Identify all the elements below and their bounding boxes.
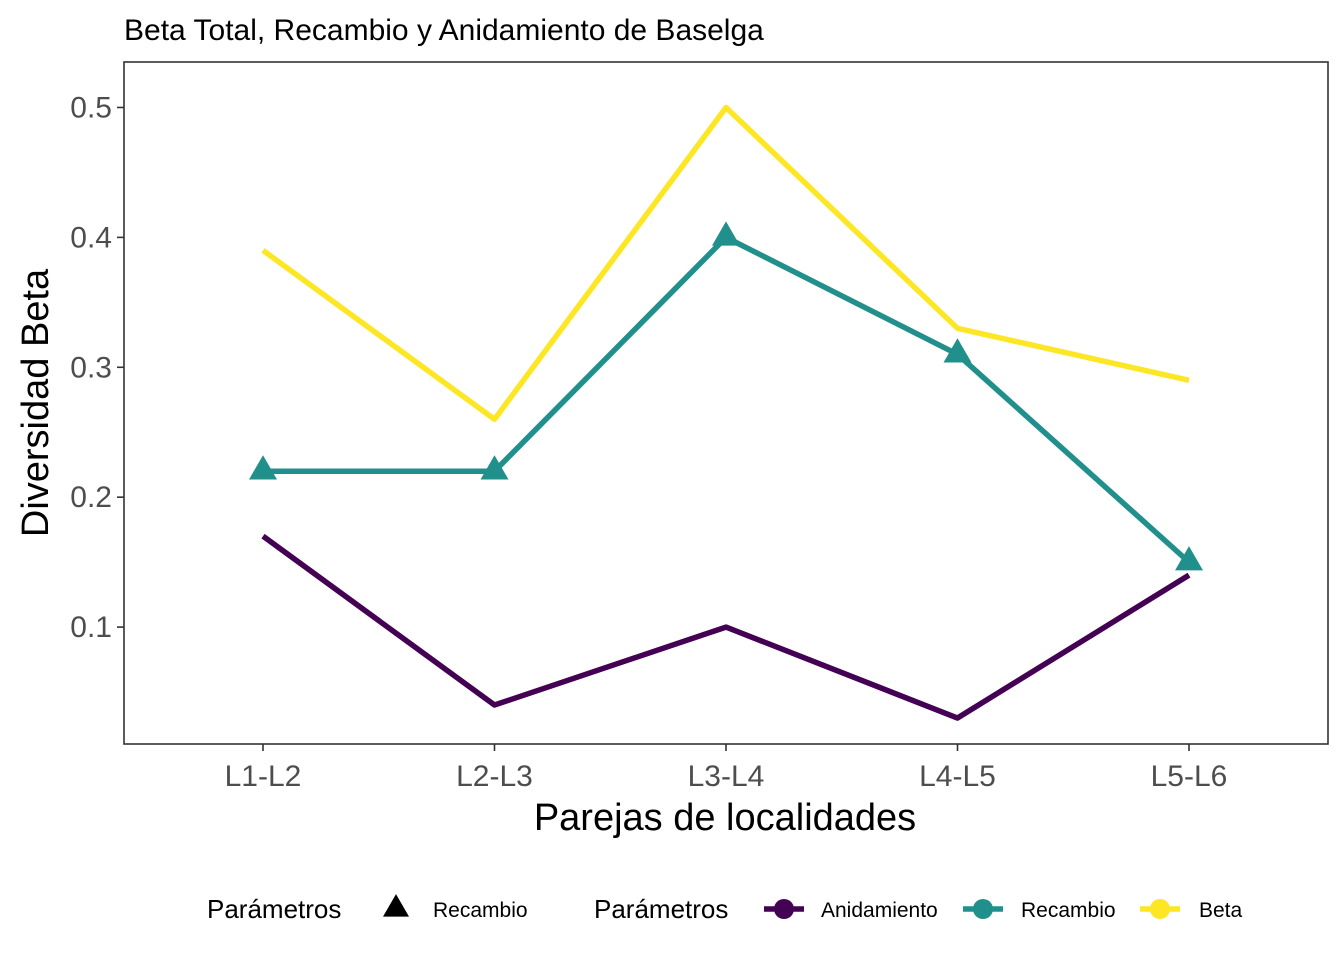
x-tick-label: L3-L4 [688, 760, 765, 793]
data-point-recambio [1175, 546, 1203, 571]
series-line-anidamiento [261, 533, 1191, 721]
legend-label: Recambio [433, 899, 528, 922]
legend-label: Beta [1199, 899, 1243, 922]
x-tick-label: L5-L6 [1151, 760, 1228, 793]
data-point-recambio [943, 338, 972, 363]
x-tick-label: L1-L2 [225, 760, 302, 793]
legend: Parámetros Recambio Parámetros Anidamiento R… [207, 894, 1243, 924]
chart-title: Beta Total, Recambio y Anidamiento de Ba… [124, 14, 764, 47]
y-tick-label: 0.2 [70, 481, 112, 514]
y-tick-label: 0.1 [70, 611, 112, 644]
y-tick-label: 0.5 [70, 91, 112, 124]
y-tick-label: 0.4 [70, 221, 112, 254]
legend-key-dot [973, 899, 993, 919]
y-axis: 0.1 0.2 0.3 0.4 0.5 [70, 91, 124, 644]
plot-panel [123, 61, 1329, 745]
y-axis-title: Diversidad Beta [15, 268, 57, 537]
legend-title-color: Parámetros [594, 894, 728, 924]
series-layer [249, 104, 1203, 721]
x-tick-label: L2-L3 [456, 760, 533, 793]
legend-key-dot [774, 899, 794, 919]
data-point-recambio [480, 455, 509, 480]
x-axis-title: Parejas de localidades [534, 797, 916, 839]
legend-key-triangle [383, 894, 409, 917]
legend-label: Anidamiento [821, 899, 938, 922]
legend-key-dot [1150, 899, 1170, 919]
series-line-beta [261, 104, 1190, 422]
legend-title-shape: Parámetros [207, 894, 341, 924]
x-tick-label: L4-L5 [919, 760, 996, 793]
data-point-recambio [249, 455, 277, 480]
data-point-recambio [712, 221, 740, 246]
x-axis: L1-L2 L2-L3 L3-L4 L4-L5 L5-L6 [225, 744, 1228, 793]
y-tick-label: 0.3 [70, 351, 112, 384]
legend-label: Recambio [1021, 899, 1116, 922]
